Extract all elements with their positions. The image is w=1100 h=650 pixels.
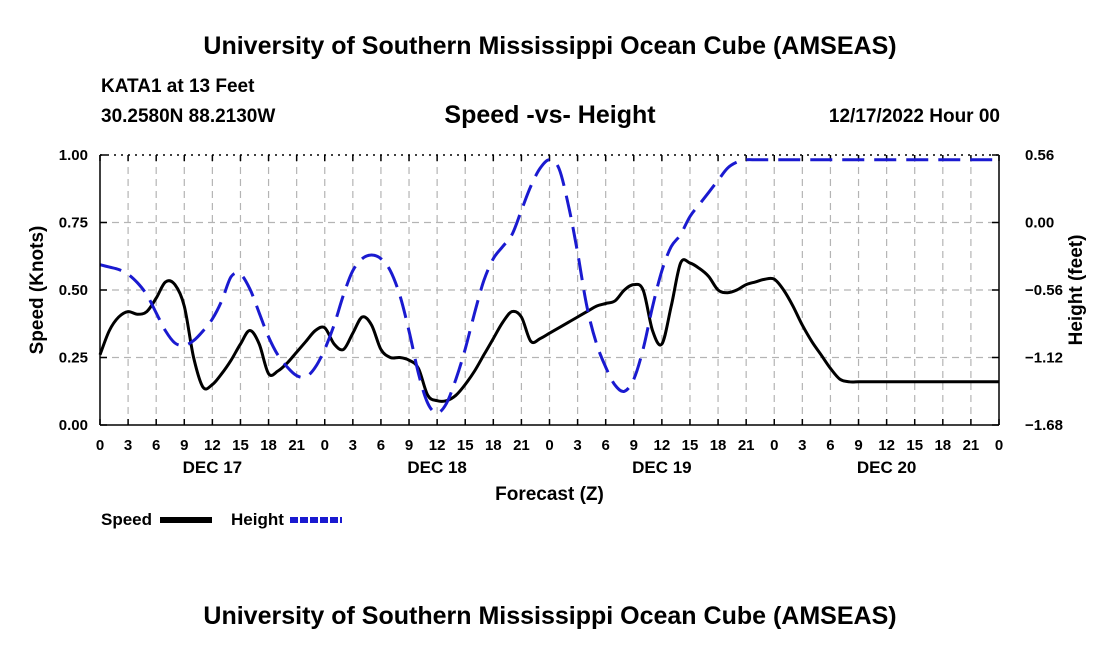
y-tick-label: 0.50 — [59, 282, 88, 299]
x-tick-label: 3 — [798, 437, 806, 454]
x-axis-title: Forecast (Z) — [495, 484, 604, 505]
x-tick-label: 0 — [96, 437, 104, 454]
x-tick-label: 9 — [405, 437, 413, 454]
series-line-speed — [98, 258, 999, 403]
x-tick-label: 21 — [963, 437, 980, 454]
x-tick-label: 0 — [321, 437, 329, 454]
x-tick-label: 21 — [513, 437, 530, 454]
x-tick-label: 12 — [878, 437, 895, 454]
legend-height-label: Height — [231, 510, 284, 529]
x-tick-label: 3 — [573, 437, 581, 454]
legend-speed-label: Speed — [101, 510, 153, 529]
x-tick-label: 15 — [906, 437, 923, 454]
station-coordinates: 30.2580N 88.2130W — [101, 106, 276, 127]
day-label: DEC 17 — [183, 458, 243, 477]
x-tick-label: 9 — [854, 437, 862, 454]
x-tick-label: 6 — [602, 437, 610, 454]
y-tick-label: 1.00 — [59, 147, 88, 164]
series-line-height — [99, 158, 999, 415]
y2-tick-label: −1.12 — [1025, 350, 1063, 367]
x-tick-label: 12 — [204, 437, 221, 454]
station-name: KATA1 at 13 Feet — [101, 76, 255, 97]
x-tick-label: 18 — [260, 437, 277, 454]
x-tick-label: 3 — [349, 437, 357, 454]
y2-tick-label: −1.68 — [1025, 417, 1063, 434]
forecast-datetime: 12/17/2022 Hour 00 — [828, 106, 1000, 127]
x-tick-label: 12 — [654, 437, 671, 454]
x-tick-label: 15 — [232, 437, 249, 454]
y2-tick-label: −0.56 — [1025, 282, 1063, 299]
y-axis-title: Speed (Knots) — [27, 226, 48, 355]
x-tick-label: 0 — [770, 437, 778, 454]
page-title-top: University of Southern Mississippi Ocean… — [203, 32, 897, 60]
y2-tick-label: 0.00 — [1025, 215, 1054, 232]
chart-title: Speed -vs- Height — [444, 101, 656, 129]
y2-axis-title: Height (feet) — [1066, 235, 1087, 346]
x-tick-label: 9 — [630, 437, 638, 454]
y2-tick-label: 0.56 — [1025, 147, 1054, 164]
x-tick-label: 18 — [934, 437, 951, 454]
day-label: DEC 18 — [407, 458, 467, 477]
x-tick-label: 21 — [288, 437, 305, 454]
x-tick-label: 15 — [457, 437, 474, 454]
x-tick-label: 6 — [377, 437, 385, 454]
x-tick-label: 3 — [124, 437, 132, 454]
x-tick-label: 9 — [180, 437, 188, 454]
x-tick-label: 18 — [485, 437, 502, 454]
x-tick-label: 6 — [826, 437, 834, 454]
day-label: DEC 20 — [857, 458, 917, 477]
x-tick-label: 21 — [738, 437, 755, 454]
page-title-bottom: University of Southern Mississippi Ocean… — [203, 602, 897, 630]
x-tick-label: 0 — [995, 437, 1003, 454]
x-tick-label: 6 — [152, 437, 160, 454]
x-tick-label: 0 — [545, 437, 553, 454]
y-tick-label: 0.00 — [59, 417, 88, 434]
y-tick-label: 0.75 — [59, 215, 88, 232]
day-label: DEC 19 — [632, 458, 692, 477]
x-tick-label: 15 — [682, 437, 699, 454]
y-tick-label: 0.25 — [59, 350, 88, 367]
x-tick-label: 18 — [710, 437, 727, 454]
x-tick-label: 12 — [429, 437, 446, 454]
